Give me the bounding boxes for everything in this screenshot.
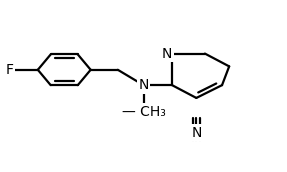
Text: N: N — [191, 126, 201, 140]
Text: N: N — [138, 78, 149, 92]
Text: — CH₃: — CH₃ — [122, 105, 165, 119]
Text: F: F — [5, 63, 13, 77]
Text: N: N — [162, 47, 172, 61]
